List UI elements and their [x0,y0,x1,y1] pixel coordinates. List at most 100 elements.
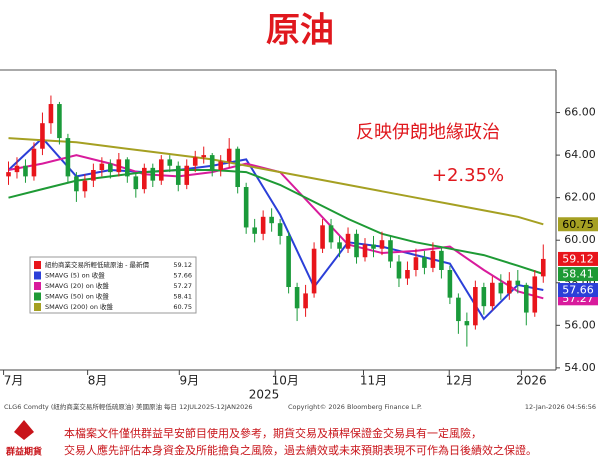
candle-body [464,321,470,326]
x-tick-label: 12月 [446,374,473,388]
candle-body [337,242,342,249]
candle-body [277,223,283,236]
annotation-change: +2.35% [432,165,504,186]
legend-value: 57.27 [173,282,192,290]
plot [6,95,546,347]
candle-body [456,297,461,322]
candle-body [405,270,410,279]
candle-body [286,235,291,288]
ma-line [8,169,544,275]
footer: CLG6 Comdty (紐約商業交易所輕低硫原油) 美國原油 每日 12JUL… [4,402,596,458]
candle-body [201,155,207,158]
candle-body [167,159,173,166]
candle-body [74,176,79,192]
y-tick-label: 66.00 [564,106,596,119]
legend-label: SMAVG (5) on 收盤 [45,271,105,280]
legend-swatch [34,271,41,280]
candle-body [125,159,130,177]
candle-body [523,284,529,313]
candle-body [209,155,215,170]
last-value-tag [558,217,598,232]
last-value-tag [558,267,598,282]
candle-body [57,104,62,139]
candle-body [379,240,385,249]
last-value-tag [558,283,598,297]
x-tick-label: 8月 [88,374,108,388]
candle-body [252,227,257,234]
candle-body [40,123,45,149]
candle-body [260,216,266,234]
candle-body [388,240,393,262]
chart-title: 原油 [266,11,334,51]
candle-body [116,159,122,173]
x-tick-label: 11月 [360,374,387,388]
candle-body [371,244,376,249]
candle-body [507,280,512,294]
annotation: 反映伊朗地緣政治 [356,122,500,143]
footer-center: Copyright© 2026 Bloomberg Finance L.P. [288,403,422,411]
candle-body [108,163,113,173]
disclaimer-line: 交易人應先評估本身資金及所能擔負之風險，過去績效或未來預期表現不可作為日後績效之… [64,443,537,457]
candle-body [328,225,334,243]
candle-body [31,148,37,177]
candle-body [473,287,478,326]
y-tick-label: 64.00 [564,148,596,161]
last-value-label: 59.12 [562,252,594,265]
x-tick-label: 9月 [179,374,199,388]
candle-body [65,138,71,177]
ma-line [7,136,544,321]
last-value-label: 60.75 [562,218,594,231]
disclaimer-line: 本檔案文件僅供群益早安節目使用及參考，期貨交易及槓桿保證金交易具有一定風險， [64,426,482,440]
candle-body [48,104,54,124]
logo-text: 群益期貨 [5,446,42,458]
candle-body [447,270,453,298]
y-tick-label: 56.00 [564,318,596,331]
candle-body [430,250,436,268]
candle-body [184,165,190,185]
candle-body [294,287,300,309]
candle-body [99,163,105,170]
legend-value: 59.12 [173,261,192,269]
candle-body [362,244,368,258]
candle-body [150,167,156,181]
last-value-tag [558,251,598,266]
legend-swatch [34,292,41,301]
candle-body [192,157,198,166]
candle-body [345,233,351,249]
x-tick-label: 2026 [516,374,547,388]
candle-body [396,261,402,279]
candle-body [175,165,181,185]
footer-left: CLG6 Comdty (紐約商業交易所輕低硫原油) 美國原油 每日 12JUL… [4,402,252,411]
candle-body [91,170,96,181]
last-value-label: 58.41 [562,268,594,281]
candle-body [269,216,274,224]
candle-body [498,282,504,294]
y-tick-label: 62.00 [564,191,596,204]
candle-body [311,248,317,294]
legend-swatch [34,303,41,311]
candle-body [413,257,419,270]
candle-body [23,165,28,177]
y-tick-label: 54.00 [564,361,596,374]
legend-label: SMAVG (50) on 收盤 [45,292,109,301]
candle-body [481,287,487,307]
candle-body [158,159,164,181]
candle-body [540,258,546,277]
legend-value: 60.75 [173,303,192,311]
legend-swatch [34,261,41,269]
x-tick-label: 10月 [272,374,299,388]
candle-body [354,233,359,258]
candle-body [532,276,538,313]
legend-box [29,256,197,314]
candle-body [133,176,139,190]
candle-body [422,257,427,268]
candle-body [218,161,224,170]
ma-line [8,137,544,226]
legend-value: 57.66 [173,272,192,280]
candle-body [243,187,249,228]
candle-body [439,250,444,270]
candle-body [320,225,325,249]
candle-body [14,165,20,173]
